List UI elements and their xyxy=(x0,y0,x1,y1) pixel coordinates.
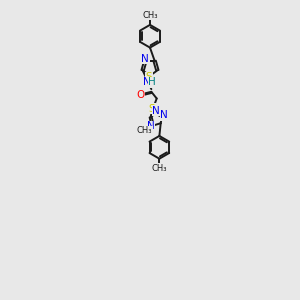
Text: CH₃: CH₃ xyxy=(152,164,167,173)
Text: N: N xyxy=(152,106,160,116)
Text: N: N xyxy=(160,110,168,120)
Text: CH₃: CH₃ xyxy=(142,11,158,20)
Text: S: S xyxy=(146,72,152,82)
Text: S: S xyxy=(149,103,155,113)
Text: O: O xyxy=(136,90,145,100)
Text: N: N xyxy=(141,54,149,64)
Text: H: H xyxy=(148,77,156,87)
Text: N: N xyxy=(146,121,154,131)
Text: CH₃: CH₃ xyxy=(137,126,152,135)
Text: N: N xyxy=(143,77,151,87)
